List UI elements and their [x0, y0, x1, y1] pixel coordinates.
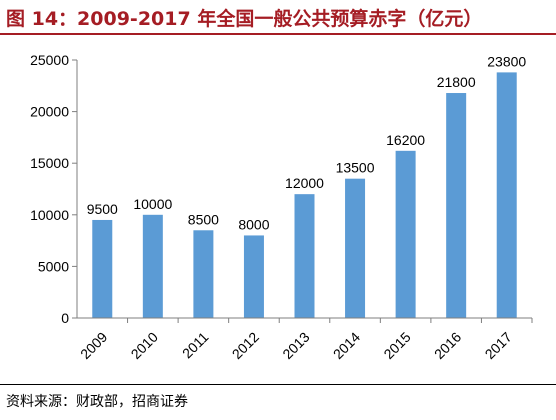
bar: [193, 230, 214, 318]
source-divider: [0, 384, 556, 385]
title-underline: [0, 33, 556, 35]
bar: [496, 72, 517, 318]
x-tick-label: 2010: [128, 329, 161, 362]
y-tick-label: 15000: [30, 155, 69, 171]
bar-chart: 0 5000 10000 15000 20000 25000 9500 10000 8500 8…: [30, 52, 533, 362]
data-label: 8500: [188, 211, 219, 227]
x-tick-label: 2012: [229, 329, 262, 362]
y-tick-label: 5000: [38, 258, 69, 274]
data-label: 8000: [238, 216, 269, 232]
x-tick-label: 2014: [330, 329, 363, 362]
y-tick-label: 20000: [30, 104, 69, 120]
bar: [92, 219, 113, 318]
data-label: 10000: [133, 196, 172, 212]
data-label: 13500: [336, 160, 375, 176]
x-tick-label: 2011: [179, 329, 212, 362]
bar: [395, 150, 416, 318]
x-axis: 2009 2010 2011 2012 2013 2014 2015 2016 2017: [77, 317, 533, 362]
bar: [345, 178, 366, 318]
bar: [243, 235, 264, 318]
source-note: 资料来源：财政部，招商证券: [6, 394, 188, 410]
data-labels: 9500 10000 8500 8000 12000 13500 16200 21800 238…: [87, 53, 527, 232]
y-tick-label: 10000: [30, 207, 69, 223]
x-tick-label: 2017: [481, 329, 514, 362]
bar: [294, 194, 315, 318]
data-label: 16200: [386, 132, 425, 148]
chart-area: 0 5000 10000 15000 20000 25000 9500 10000 8500 8…: [0, 36, 556, 384]
bar-series: [92, 72, 517, 318]
data-label: 12000: [285, 175, 324, 191]
y-tick-label: 0: [61, 310, 69, 326]
data-label: 21800: [437, 74, 476, 90]
data-label: 9500: [87, 201, 118, 217]
data-label: 23800: [487, 53, 526, 69]
bar: [446, 93, 467, 318]
x-tick-label: 2009: [77, 329, 110, 362]
figure-title: 图 14：2009-2017 年全国一般公共预算赤字（亿元）: [6, 8, 483, 30]
x-tick-label: 2015: [380, 329, 413, 362]
figure-header: 图 14：2009-2017 年全国一般公共预算赤字（亿元）: [0, 0, 556, 35]
bar: [142, 214, 163, 318]
y-tick-label: 25000: [30, 52, 69, 68]
y-axis: 0 5000 10000 15000 20000 25000: [30, 52, 78, 326]
x-tick-label: 2016: [431, 329, 464, 362]
x-tick-label: 2013: [279, 329, 312, 362]
